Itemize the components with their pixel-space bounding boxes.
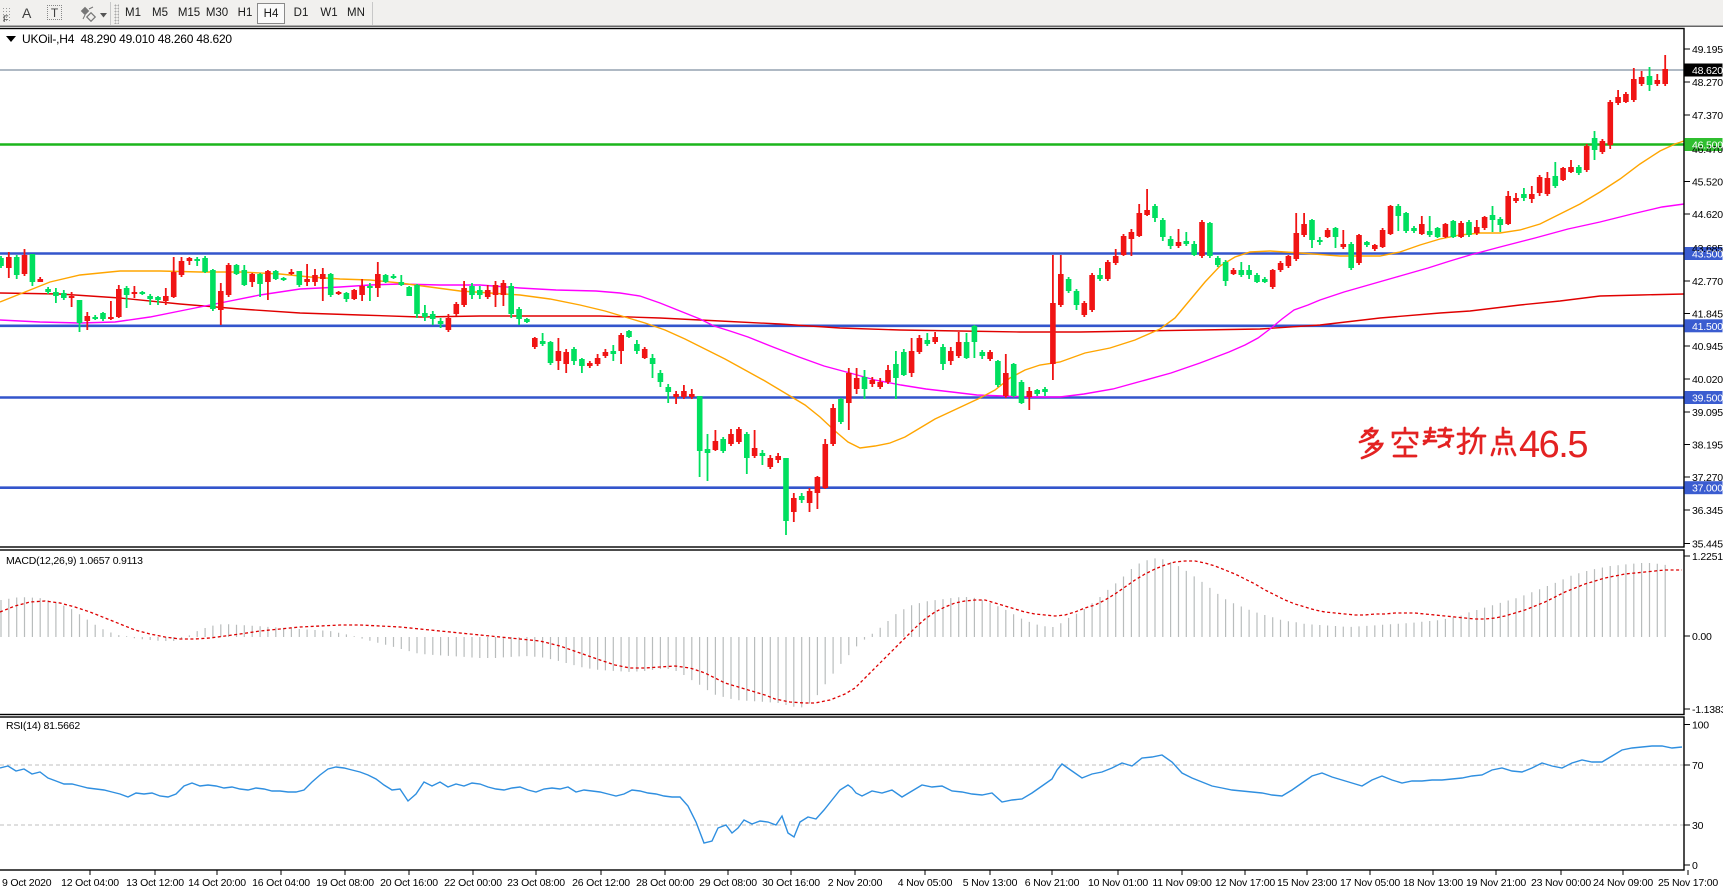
- svg-text:37.000: 37.000: [1692, 483, 1723, 495]
- svg-text:30: 30: [1692, 820, 1704, 832]
- svg-text:38.195: 38.195: [1692, 440, 1723, 452]
- svg-text:14 Oct 20:00: 14 Oct 20:00: [188, 877, 246, 889]
- svg-text:0: 0: [1692, 860, 1698, 872]
- svg-text:35.445: 35.445: [1692, 539, 1723, 551]
- svg-text:41.500: 41.500: [1692, 321, 1723, 333]
- svg-text:24 Nov 09:00: 24 Nov 09:00: [1593, 877, 1653, 889]
- svg-text:46.470: 46.470: [1692, 144, 1723, 156]
- svg-text:42.770: 42.770: [1692, 276, 1723, 288]
- svg-text:40.945: 40.945: [1692, 341, 1723, 353]
- svg-text:39.500: 39.500: [1692, 393, 1723, 405]
- svg-text:UKOil-,H4 48.290 49.010 48.26: UKOil-,H4 48.290 49.010 48.260 48.620: [22, 32, 232, 46]
- svg-text:70: 70: [1692, 760, 1704, 772]
- svg-text:10 Nov 01:00: 10 Nov 01:00: [1088, 877, 1148, 889]
- svg-text:43.685: 43.685: [1692, 243, 1723, 255]
- svg-text:39.095: 39.095: [1692, 407, 1723, 419]
- svg-text:100: 100: [1692, 720, 1709, 732]
- svg-text:12 Oct 04:00: 12 Oct 04:00: [61, 877, 119, 889]
- svg-text:23 Oct 08:00: 23 Oct 08:00: [507, 877, 565, 889]
- svg-text:48.620: 48.620: [1692, 65, 1723, 77]
- svg-text:46.5: 46.5: [1519, 424, 1587, 466]
- svg-text:5 Nov 13:00: 5 Nov 13:00: [963, 877, 1018, 889]
- svg-text:30 Oct 16:00: 30 Oct 16:00: [762, 877, 820, 889]
- svg-text:40.020: 40.020: [1692, 374, 1723, 386]
- svg-text:13 Oct 12:00: 13 Oct 12:00: [126, 877, 184, 889]
- svg-text:2 Nov 20:00: 2 Nov 20:00: [828, 877, 883, 889]
- svg-text:23 Nov 00:00: 23 Nov 00:00: [1531, 877, 1591, 889]
- svg-text:43.500: 43.500: [1692, 249, 1723, 261]
- svg-text:0.00: 0.00: [1692, 631, 1712, 643]
- svg-text:4 Nov 05:00: 4 Nov 05:00: [898, 877, 953, 889]
- svg-text:-1.1383: -1.1383: [1692, 704, 1723, 716]
- svg-text:18 Nov 13:00: 18 Nov 13:00: [1403, 877, 1463, 889]
- svg-text:25 Nov 17:00: 25 Nov 17:00: [1658, 877, 1718, 889]
- svg-text:26 Oct 12:00: 26 Oct 12:00: [572, 877, 630, 889]
- svg-text:49.195: 49.195: [1692, 44, 1723, 56]
- svg-text:6 Nov 21:00: 6 Nov 21:00: [1025, 877, 1080, 889]
- svg-text:22 Oct 00:00: 22 Oct 00:00: [444, 877, 502, 889]
- svg-text:28 Oct 00:00: 28 Oct 00:00: [636, 877, 694, 889]
- svg-text:19 Oct 08:00: 19 Oct 08:00: [316, 877, 374, 889]
- svg-text:37.270: 37.270: [1692, 472, 1723, 484]
- svg-text:19 Nov 21:00: 19 Nov 21:00: [1466, 877, 1526, 889]
- svg-text:29 Oct 08:00: 29 Oct 08:00: [699, 877, 757, 889]
- svg-text:RSI(14) 81.5662: RSI(14) 81.5662: [6, 720, 80, 732]
- svg-text:17 Nov 05:00: 17 Nov 05:00: [1340, 877, 1400, 889]
- svg-text:15 Nov 23:00: 15 Nov 23:00: [1277, 877, 1337, 889]
- svg-text:46.500: 46.500: [1692, 140, 1723, 152]
- svg-text:45.520: 45.520: [1692, 177, 1723, 189]
- svg-text:47.370: 47.370: [1692, 110, 1723, 122]
- svg-text:16 Oct 04:00: 16 Oct 04:00: [252, 877, 310, 889]
- svg-text:48.270: 48.270: [1692, 77, 1723, 89]
- svg-text:44.620: 44.620: [1692, 209, 1723, 221]
- svg-text:11 Nov 09:00: 11 Nov 09:00: [1152, 877, 1212, 889]
- svg-text:12 Nov 17:00: 12 Nov 17:00: [1215, 877, 1275, 889]
- svg-text:20 Oct 16:00: 20 Oct 16:00: [380, 877, 438, 889]
- svg-text:9 Oct 2020: 9 Oct 2020: [2, 877, 52, 889]
- svg-text:1.2251: 1.2251: [1692, 551, 1723, 563]
- svg-text:41.845: 41.845: [1692, 309, 1723, 321]
- svg-text:MACD(12,26,9) 1.0657 0.9113: MACD(12,26,9) 1.0657 0.9113: [6, 555, 143, 567]
- svg-text:36.345: 36.345: [1692, 505, 1723, 517]
